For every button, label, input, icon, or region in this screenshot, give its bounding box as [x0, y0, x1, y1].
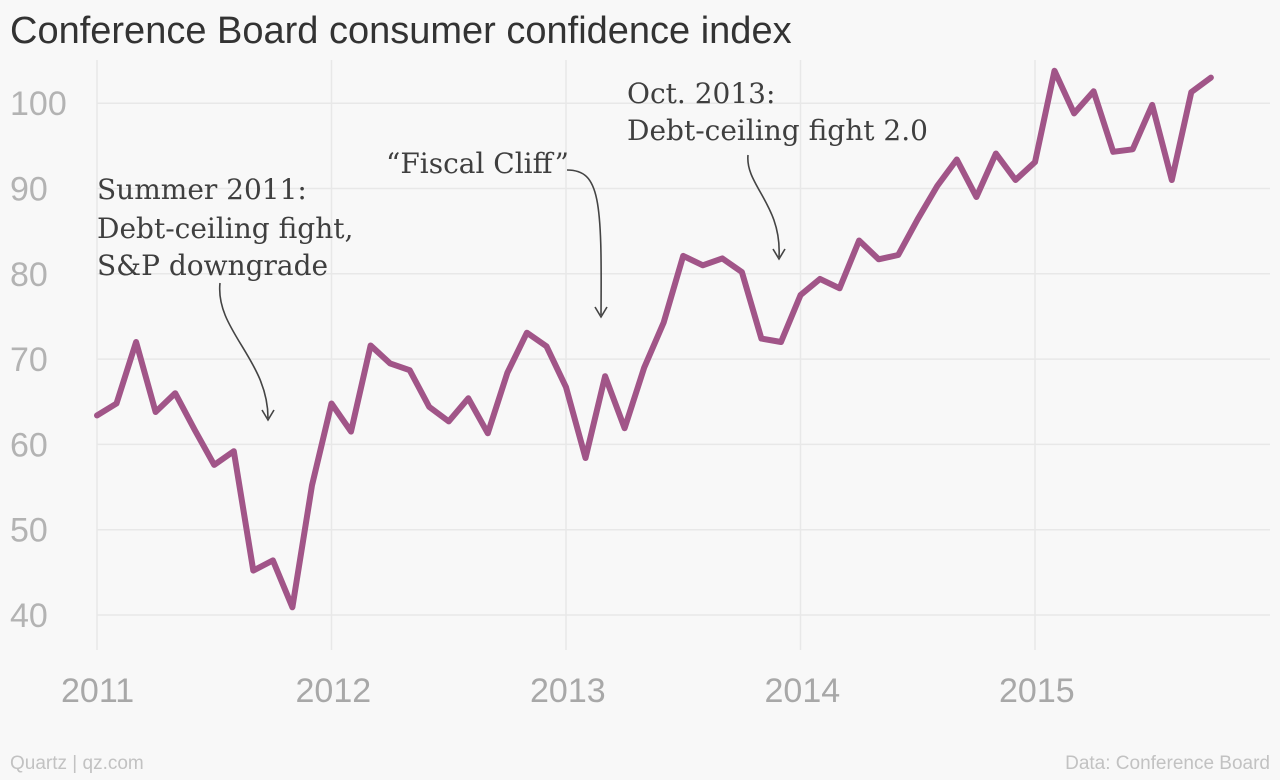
- x-tick-label: 2012: [296, 672, 372, 710]
- y-tick-label: 100: [10, 85, 67, 123]
- annotation-oct-2013-line-2: Debt-ceiling fight 2.0: [627, 114, 928, 147]
- series-layer: [94, 67, 1214, 611]
- x-tick-label: 2011: [61, 672, 134, 710]
- y-tick-label: 60: [10, 426, 48, 464]
- annotation-fiscal-cliff-arrow: [566, 169, 602, 316]
- y-tick-label: 70: [10, 341, 48, 379]
- annotation-summer-2011-arrowhead: [261, 409, 275, 422]
- annotation-oct-2013-arrowhead: [772, 248, 786, 261]
- footer-source-brand: Quartz | qz.com: [10, 753, 144, 774]
- annotation-summer-2011-line-3: S&P downgrade: [97, 249, 328, 282]
- x-axis-ticks: 2011 2012 2013 2014 2015: [61, 672, 1075, 710]
- annotation-summer-2011-line-2: Debt-ceiling fight,: [97, 212, 353, 245]
- x-tick-label: 2014: [765, 672, 841, 710]
- annotation-summer-2011-arrow: [219, 282, 269, 419]
- annotation-summer-2011-line-1: Summer 2011:: [97, 173, 307, 206]
- y-tick-label: 80: [10, 256, 48, 294]
- annotation-fiscal-cliff: “Fiscal Cliff”: [386, 147, 569, 180]
- annotation-oct-2013: Oct. 2013: Debt-ceiling fight 2.0: [627, 77, 928, 147]
- y-tick-label: 90: [10, 171, 48, 209]
- y-tick-label: 50: [10, 512, 48, 550]
- y-tick-label: 40: [10, 597, 48, 635]
- y-axis-ticks: 40 50 60 70 80 90 100: [10, 85, 67, 635]
- footer-data-credit: Data: Conference Board: [1065, 753, 1270, 774]
- chart-title: Conference Board consumer confidence ind…: [10, 10, 792, 52]
- annotation-fiscal-cliff-arrowhead: [594, 306, 608, 319]
- annotation-layer: Summer 2011: Debt-ceiling fight, S&P dow…: [97, 77, 928, 422]
- annotation-fiscal-cliff-line-1: “Fiscal Cliff”: [386, 147, 569, 180]
- x-tick-label: 2013: [530, 672, 606, 710]
- x-tick-label: 2015: [999, 672, 1075, 710]
- annotation-oct-2013-line-1: Oct. 2013:: [627, 77, 775, 110]
- annotation-oct-2013-arrow: [747, 154, 780, 258]
- series-line: [94, 67, 1214, 611]
- annotation-summer-2011: Summer 2011: Debt-ceiling fight, S&P dow…: [97, 173, 362, 282]
- grid-layer: [96, 60, 1270, 650]
